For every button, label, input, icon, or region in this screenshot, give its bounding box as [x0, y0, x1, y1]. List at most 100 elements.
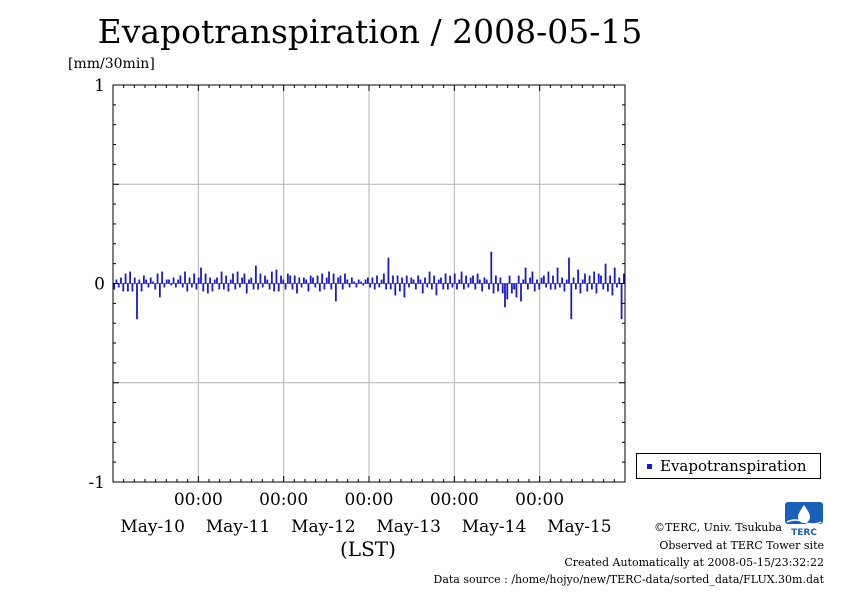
data-bar	[115, 279, 118, 284]
data-bar	[593, 271, 596, 284]
data-bar	[588, 275, 591, 284]
data-bar	[229, 279, 232, 284]
data-bar	[305, 279, 308, 284]
data-bar	[369, 283, 372, 288]
data-bar	[595, 283, 598, 294]
data-bar	[392, 275, 394, 284]
data-bar	[213, 279, 216, 284]
data-bar	[124, 273, 127, 284]
data-bar	[152, 281, 154, 284]
data-bar	[250, 277, 253, 284]
data-bar	[234, 283, 237, 290]
data-bar	[248, 279, 250, 284]
data-bar	[286, 273, 289, 284]
data-bar	[398, 283, 401, 292]
data-bar	[154, 283, 157, 290]
data-bar	[581, 279, 584, 284]
axis-labels: 1 0 -1 00:00 00:00 00:00 00:00 00:00 May-10 May-1…	[88, 76, 611, 537]
data-bar	[138, 279, 141, 284]
data-bar	[243, 273, 246, 284]
data-bar	[216, 277, 218, 284]
data-bar	[570, 283, 573, 320]
data-bar	[168, 279, 170, 284]
data-bar	[284, 283, 287, 290]
data-bar	[563, 283, 566, 292]
chart-title: Evapotranspiration / 2008-05-15	[97, 12, 643, 51]
data-bar	[270, 271, 273, 284]
data-bar	[245, 283, 248, 294]
data-bar	[339, 275, 342, 284]
data-bar	[561, 277, 564, 284]
data-bar	[606, 283, 609, 292]
data-bar	[620, 283, 623, 320]
legend-swatch	[647, 464, 652, 469]
data-bar	[428, 271, 431, 284]
data-bar	[337, 277, 340, 284]
data-bar	[161, 271, 164, 284]
x-time-label: 00:00	[515, 490, 564, 510]
data-bar	[565, 279, 568, 284]
data-bar	[481, 283, 484, 292]
footer-copyright: ©TERC, Univ. Tsukuba	[653, 521, 782, 534]
data-bar	[325, 277, 328, 284]
data-bar	[542, 275, 545, 284]
x-time-label: 00:00	[174, 490, 223, 510]
data-bar	[321, 273, 324, 284]
data-bar	[472, 275, 474, 284]
data-bar	[364, 279, 367, 284]
data-bar	[586, 283, 589, 292]
data-bar	[259, 273, 262, 284]
data-bar	[149, 277, 152, 284]
data-bar	[485, 279, 488, 284]
data-bar	[483, 277, 486, 284]
data-bar	[584, 273, 586, 284]
data-bar	[440, 277, 442, 284]
data-bar	[122, 283, 125, 292]
data-bar	[360, 281, 362, 284]
water-drop-icon	[798, 505, 810, 523]
data-bar	[163, 283, 166, 288]
data-bar	[451, 283, 454, 288]
data-bar	[517, 275, 520, 284]
data-bar	[202, 283, 205, 292]
data-bar	[236, 271, 239, 284]
data-bar	[348, 283, 351, 288]
data-bar	[341, 283, 344, 290]
data-bar	[131, 283, 134, 292]
data-bar	[209, 277, 212, 284]
data-bar	[554, 283, 557, 290]
data-bar	[346, 279, 349, 284]
data-bar	[197, 277, 200, 284]
data-bar	[611, 283, 614, 296]
data-bar	[211, 283, 214, 292]
data-bar	[412, 279, 415, 284]
data-bar	[458, 279, 461, 284]
data-bar	[257, 283, 260, 290]
data-bar	[289, 275, 292, 284]
data-bar	[462, 283, 465, 290]
data-bar	[350, 277, 353, 284]
data-bar	[446, 283, 449, 290]
data-bar	[577, 269, 580, 284]
data-bar	[467, 283, 470, 288]
data-bar	[524, 267, 527, 284]
data-bar	[426, 283, 429, 288]
data-bar	[545, 283, 548, 288]
data-bar	[520, 283, 522, 302]
data-bar	[188, 277, 191, 284]
data-bar	[506, 283, 509, 300]
data-bar	[300, 283, 303, 288]
data-bar	[408, 283, 410, 288]
data-bar	[558, 283, 561, 288]
data-bar	[120, 277, 122, 284]
data-bar	[469, 277, 472, 284]
terc-logo: TERC	[785, 502, 823, 538]
x-time-label: 00:00	[259, 490, 308, 510]
y-tick-label: 0	[94, 275, 105, 295]
data-bar	[296, 283, 298, 294]
data-bar	[165, 279, 168, 284]
data-bar	[515, 283, 518, 298]
data-bar	[419, 279, 422, 284]
footer-observed: Observed at TERC Tower site	[659, 539, 824, 552]
